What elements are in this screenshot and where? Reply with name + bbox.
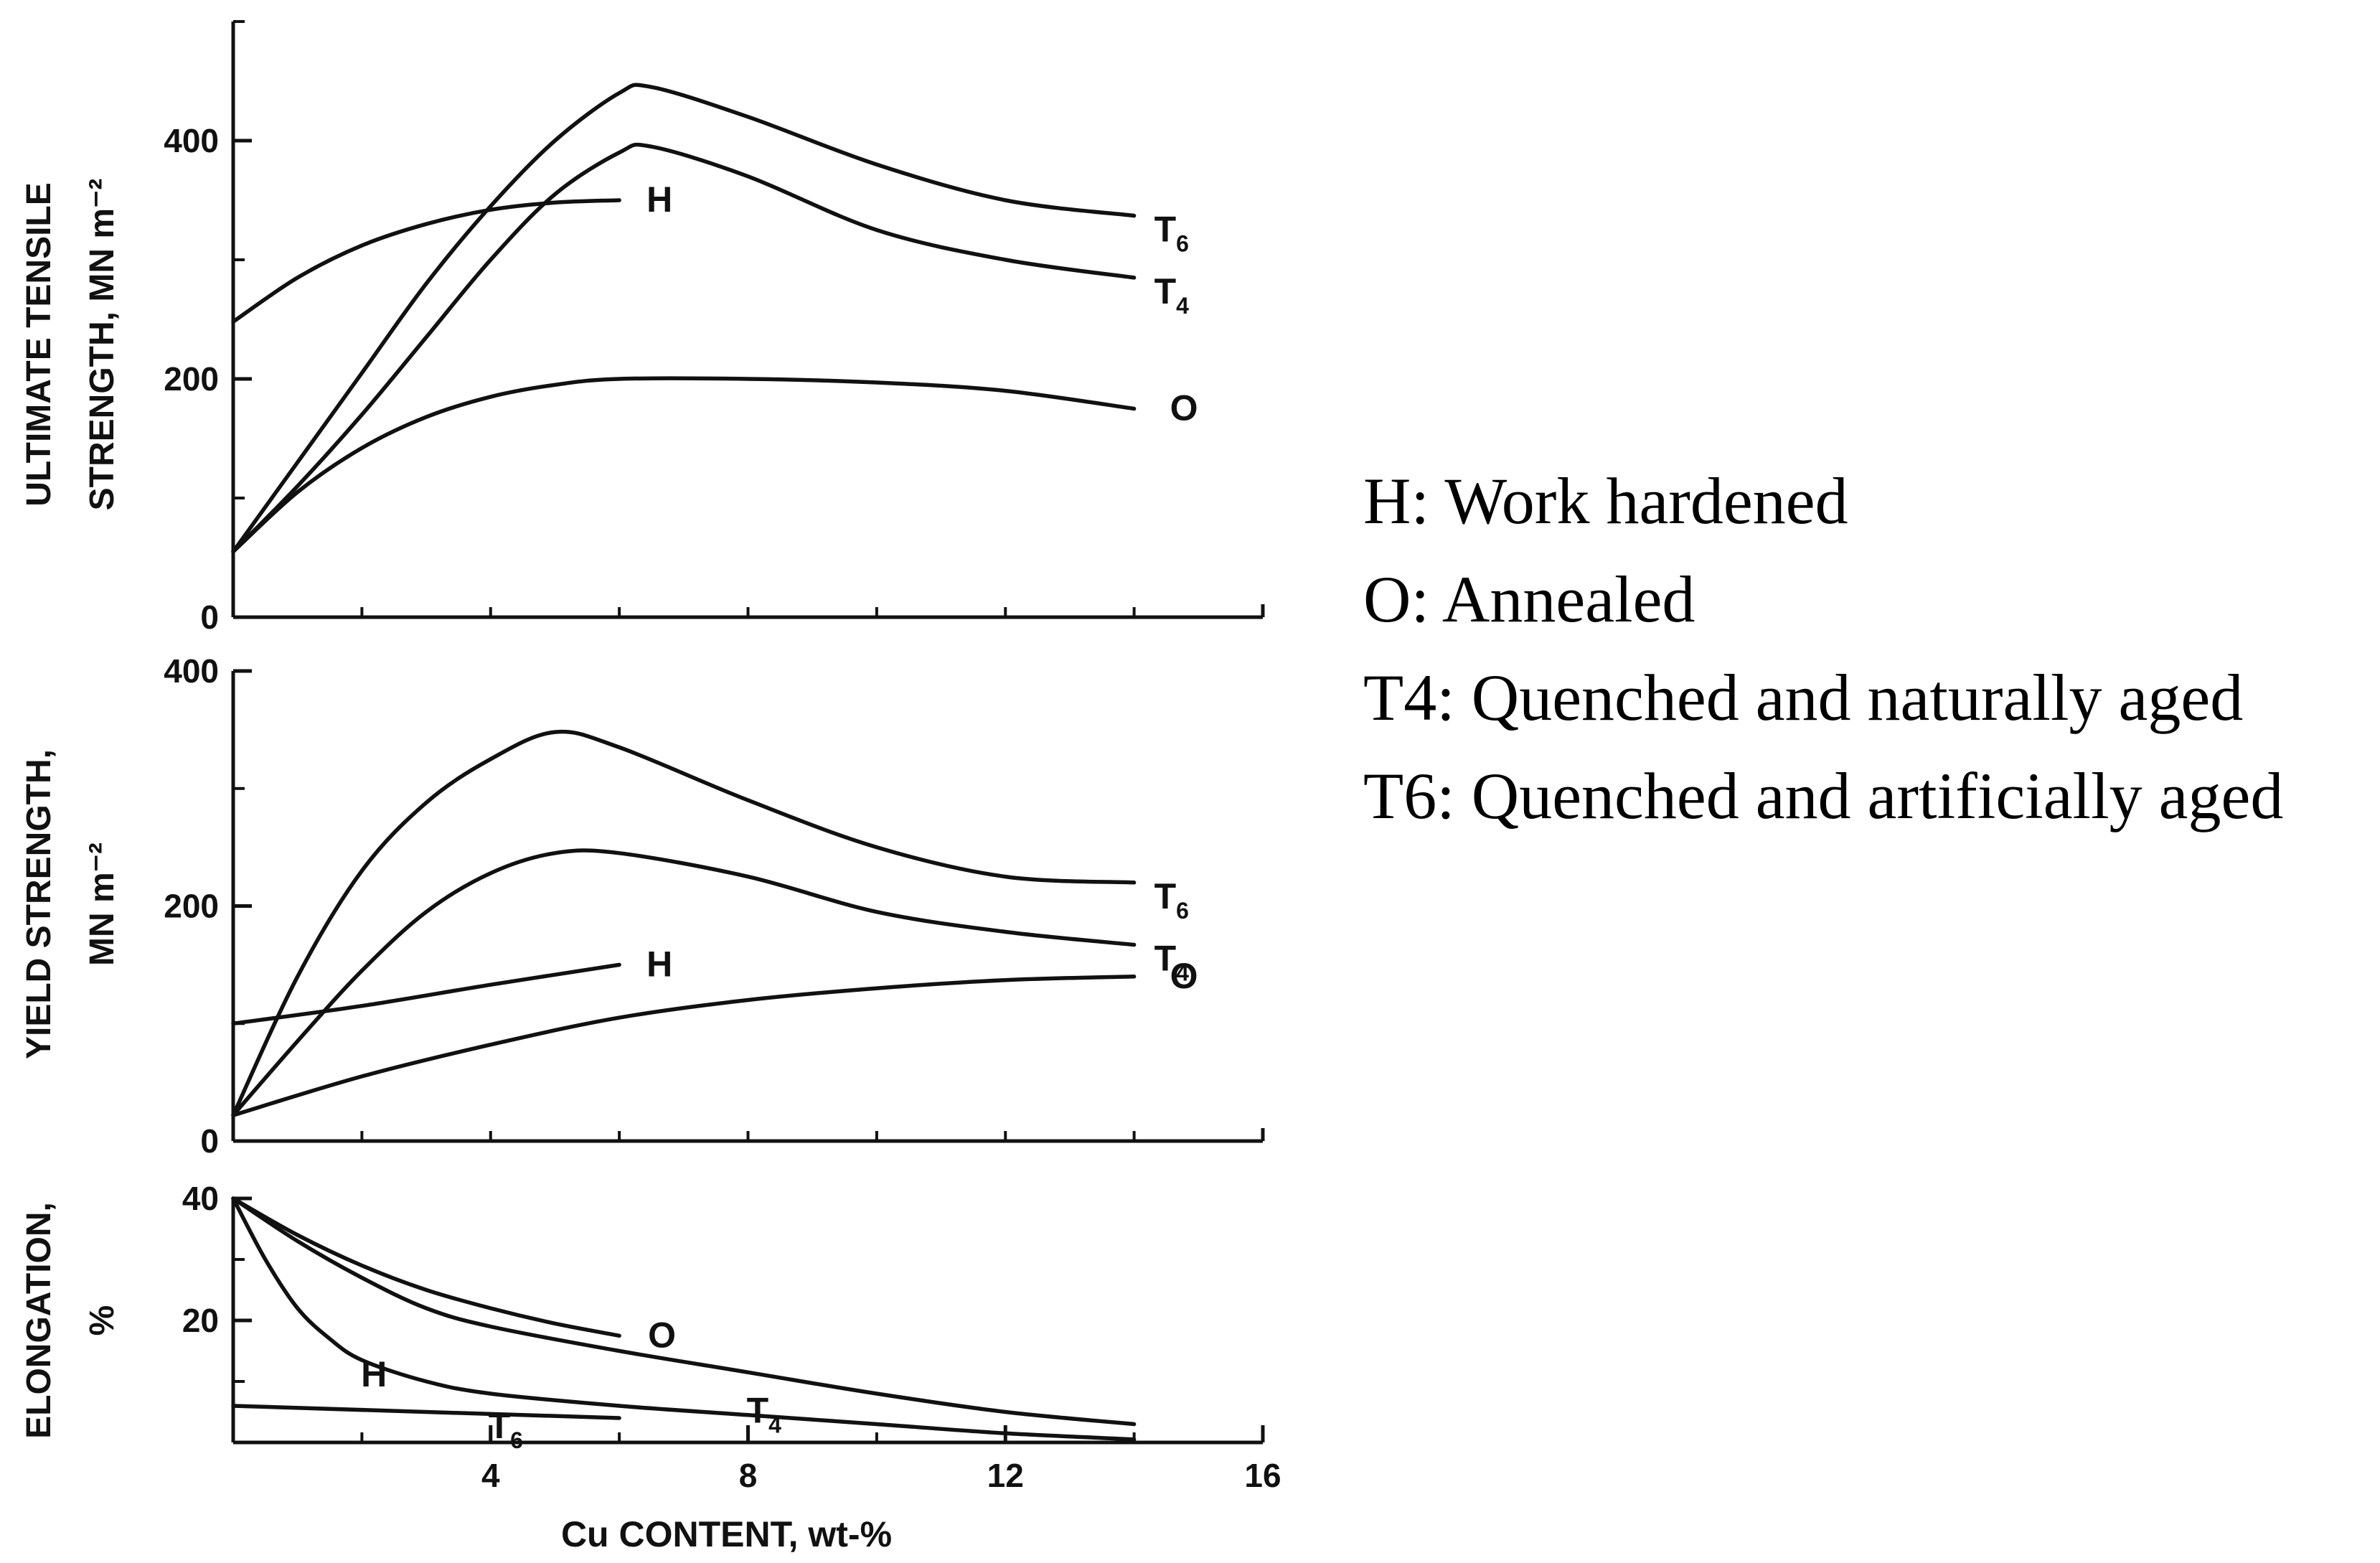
y-axis-label: YIELD STRENGTH,: [20, 749, 58, 1059]
series-line-t4: [231, 848, 1137, 1117]
series-line-t6: [231, 729, 1137, 1117]
x-tick-label: 4: [481, 1457, 500, 1494]
y-tick-label: 400: [164, 652, 219, 690]
y-axis-label: ELONGATION,: [20, 1202, 58, 1439]
panel-tensile-strength: 0 200 400 ULTIMATE TENSILE STRENGTH, MN m⁻² H…: [20, 20, 1265, 636]
series-label-t6: T6: [1154, 876, 1189, 924]
legend: H: Work hardened O: Annealed T4: Quenche…: [1363, 452, 2368, 845]
series-line-t4: [231, 1196, 1137, 1427]
legend-item-t6: T6: Quenched and artificially aged: [1363, 759, 2284, 832]
panel-yield-strength: 0 200 400 YIELD STRENGTH, MN m⁻² H OT4 T6: [20, 652, 1265, 1160]
legend-item-o: O: Annealed: [1363, 563, 1695, 636]
y-tick-label: 200: [164, 360, 219, 398]
x-tick-label: 12: [987, 1457, 1024, 1494]
series-line-t4: [231, 142, 1137, 554]
y-tick-label: 40: [182, 1180, 219, 1217]
y-axis-label: ULTIMATE TENSILE: [20, 182, 58, 507]
y-tick-label: 0: [200, 599, 219, 636]
series-label-t6: T6: [489, 1406, 523, 1453]
y-tick-label: 400: [164, 122, 219, 159]
series-line-h: [231, 198, 621, 324]
y-axis-label: %: [83, 1305, 121, 1336]
series-label-h: H: [646, 944, 672, 984]
x-tick-label: 16: [1244, 1457, 1281, 1494]
series-label-t4: T4: [1154, 271, 1190, 319]
series-line-h: [231, 1404, 621, 1420]
series-label-o: O: [1170, 956, 1198, 996]
series-line-o: [231, 376, 1137, 554]
y-axis-label: MN m⁻²: [83, 842, 121, 966]
legend-item-h: H: Work hardened: [1363, 464, 1848, 538]
y-tick-label: 20: [182, 1302, 219, 1339]
x-axis-label: Cu CONTENT, wt-%: [561, 1514, 892, 1554]
series-line-t6: [231, 83, 1137, 554]
series-line-h: [231, 962, 621, 1026]
series-line-o: [231, 975, 1137, 1117]
series-line-o: [231, 1196, 621, 1338]
x-tick-label: 8: [739, 1457, 758, 1494]
series-label-o: O: [1170, 388, 1198, 428]
series-label-o: O: [648, 1315, 676, 1355]
y-axis-label: STRENGTH, MN m⁻²: [83, 179, 121, 511]
series-line-t6: [231, 1196, 1137, 1442]
series-label-h: H: [646, 179, 672, 220]
series-label-t4: T4: [1154, 939, 1190, 986]
legend-item-t4: T4: Quenched and naturally aged: [1363, 661, 2244, 734]
y-tick-label: 0: [200, 1122, 219, 1160]
y-tick-label: 200: [164, 888, 219, 925]
series-label-t6: T6: [1154, 210, 1189, 257]
